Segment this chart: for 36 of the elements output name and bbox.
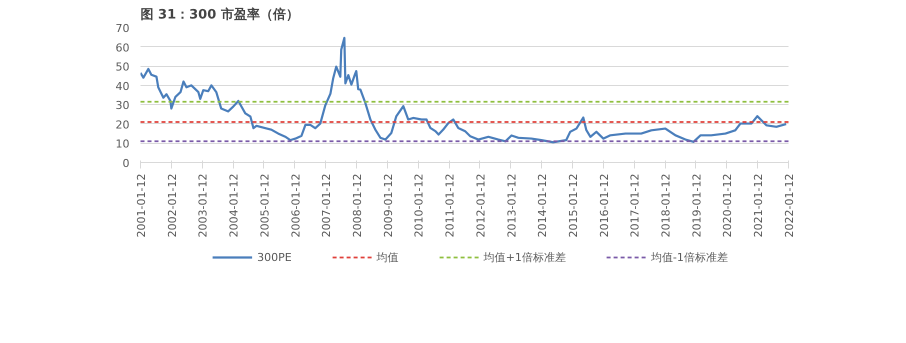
x-tick-label: 2010-01-12 — [412, 173, 426, 238]
legend-label: 300PE — [257, 250, 292, 264]
x-tick-label: 2022-01-12 — [783, 173, 796, 238]
legend-label: 均值 — [376, 250, 399, 264]
x-tick-label: 2019-01-12 — [690, 173, 704, 238]
x-tick-label: 2018-01-12 — [660, 173, 673, 238]
x-tick-label: 2007-01-12 — [320, 173, 334, 238]
line-series — [140, 36, 788, 144]
x-tick-label: 2014-01-12 — [536, 173, 550, 238]
x-tick-label: 2004-01-12 — [228, 173, 241, 238]
x-tick-label: 2013-01-12 — [505, 173, 518, 238]
legend-label: 均值+1倍标准差 — [484, 250, 566, 264]
x-tick-label: 2008-01-12 — [350, 173, 364, 238]
y-tick-label: 70 — [116, 22, 130, 35]
y-tick-label: 40 — [116, 80, 130, 93]
x-tick-label: 2005-01-12 — [258, 173, 272, 238]
x-tick-label: 2017-01-12 — [628, 173, 642, 238]
x-tick-label: 2009-01-12 — [382, 173, 395, 238]
y-tick-label: 20 — [116, 118, 130, 132]
y-tick-label: 0 — [122, 157, 130, 170]
legend-label: 均值-1倍标准差 — [650, 250, 728, 264]
x-tick-label: 2020-01-12 — [721, 173, 734, 238]
y-tick-label: 50 — [116, 60, 130, 74]
y-tick-label: 10 — [116, 138, 130, 151]
x-tick-label: 2003-01-12 — [196, 173, 210, 238]
x-tick-label: 2002-01-12 — [166, 173, 179, 238]
x-tick-label: 2001-01-12 — [135, 173, 148, 238]
y-tick-label: 60 — [116, 41, 130, 54]
chart-title: 图 31：300 市盈率（倍） — [140, 6, 299, 22]
x-tick-label: 2011-01-12 — [444, 173, 457, 238]
x-tick-label: 2015-01-12 — [566, 173, 580, 238]
y-tick-label: 30 — [116, 99, 130, 112]
x-tick-label: 2016-01-12 — [598, 173, 611, 238]
x-tick-label: 2021-01-12 — [752, 173, 766, 238]
x-tick-label: 2012-01-12 — [474, 173, 488, 238]
x-tick-label: 2006-01-12 — [289, 173, 302, 238]
